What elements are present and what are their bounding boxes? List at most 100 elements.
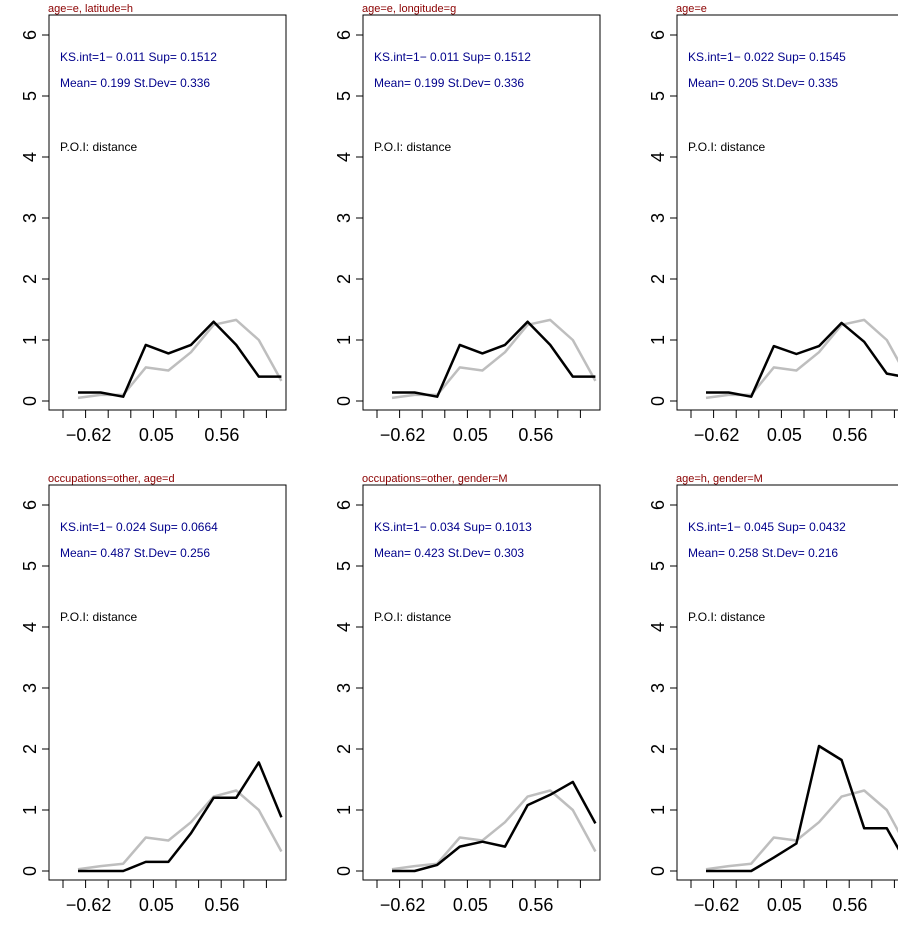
poi-text: P.O.I: distance (688, 140, 765, 154)
y-tick-label: 0 (20, 866, 40, 876)
mean-stat-text: Mean= 0.487 St.Dev= 0.256 (60, 546, 210, 560)
x-tick-label: 0.56 (204, 895, 239, 915)
plot-frame (362, 14, 601, 411)
y-tick-label: 3 (334, 213, 354, 223)
reference-density-line (705, 318, 898, 400)
ks-stat-text: KS.int=1− 0.022 Sup= 0.1545 (688, 50, 846, 64)
plot-frame (676, 484, 898, 881)
x-tick-label: 0.56 (832, 895, 867, 915)
ks-stat-text: KS.int=1− 0.034 Sup= 0.1013 (374, 520, 532, 534)
y-tick-label: 1 (334, 805, 354, 815)
x-tick-label: 0.05 (139, 425, 174, 445)
ks-stat-text: KS.int=1− 0.045 Sup= 0.0432 (688, 520, 846, 534)
x-tick-label: 0.56 (832, 425, 867, 445)
plot-frame (48, 14, 287, 411)
chart-panel-6: age=h, gender=M KS.int=1− 0.045 Sup= 0.04… (648, 473, 898, 915)
x-tick-label: 0.05 (767, 425, 802, 445)
y-tick-label: 1 (20, 335, 40, 345)
y-tick-label: 5 (648, 561, 668, 571)
y-tick-label: 0 (648, 866, 668, 876)
chart-panel-5: occupations=other, gender=M KS.int=1− 0.0… (334, 473, 601, 915)
y-tick-label: 5 (334, 91, 354, 101)
x-tick-label: 0.05 (767, 895, 802, 915)
y-tick-label: 2 (334, 274, 354, 284)
y-tick-label: 5 (648, 91, 668, 101)
x-tick-label: 0.05 (453, 425, 488, 445)
reference-density-line (391, 789, 597, 871)
panel-title: age=e (676, 3, 707, 15)
y-tick-label: 1 (648, 805, 668, 815)
y-tick-label: 0 (20, 396, 40, 406)
mean-stat-text: Mean= 0.199 St.Dev= 0.336 (374, 76, 524, 90)
observed-density-line (706, 744, 898, 873)
mean-stat-text: Mean= 0.205 St.Dev= 0.335 (688, 76, 838, 90)
y-tick-label: 2 (20, 274, 40, 284)
reference-density-line (705, 789, 898, 871)
x-tick-label: −0.62 (694, 425, 740, 445)
mean-stat-text: Mean= 0.199 St.Dev= 0.336 (60, 76, 210, 90)
observed-density-line (78, 320, 282, 398)
poi-text: P.O.I: distance (688, 610, 765, 624)
observed-density-line (706, 321, 898, 398)
poi-text: P.O.I: distance (60, 140, 137, 154)
chart-panel-2: age=e, longitude=g KS.int=1− 0.011 Sup= 0… (334, 3, 601, 445)
x-tick-label: −0.62 (380, 425, 426, 445)
y-tick-label: 4 (648, 622, 668, 632)
y-tick-label: 6 (334, 30, 354, 40)
ks-stat-text: KS.int=1− 0.024 Sup= 0.0664 (60, 520, 218, 534)
y-tick-label: 0 (334, 866, 354, 876)
y-tick-label: 4 (648, 152, 668, 162)
observed-density-line (78, 761, 283, 873)
y-tick-label: 6 (648, 500, 668, 510)
y-tick-label: 3 (20, 213, 40, 223)
x-tick-label: −0.62 (380, 895, 426, 915)
y-tick-label: 6 (20, 500, 40, 510)
chart-panel-4: occupations=other, age=d KS.int=1− 0.024 … (20, 473, 287, 915)
y-tick-label: 4 (334, 152, 354, 162)
x-tick-label: 0.56 (518, 425, 553, 445)
chart-panel-1: age=e, latitude=h KS.int=1− 0.011 Sup= 0.… (20, 3, 287, 445)
y-tick-label: 1 (648, 335, 668, 345)
plot-frame (676, 14, 898, 411)
y-tick-label: 1 (20, 805, 40, 815)
y-tick-label: 4 (20, 622, 40, 632)
y-tick-label: 3 (334, 683, 354, 693)
x-tick-label: 0.05 (453, 895, 488, 915)
y-tick-label: 2 (648, 744, 668, 754)
ks-stat-text: KS.int=1− 0.011 Sup= 0.1512 (374, 50, 531, 64)
mean-stat-text: Mean= 0.423 St.Dev= 0.303 (374, 546, 524, 560)
y-tick-label: 5 (334, 561, 354, 571)
poi-text: P.O.I: distance (374, 140, 451, 154)
panel-title: age=h, gender=M (676, 473, 763, 485)
x-tick-label: −0.62 (66, 425, 112, 445)
y-tick-label: 2 (334, 744, 354, 754)
y-tick-label: 6 (334, 500, 354, 510)
y-tick-label: 6 (20, 30, 40, 40)
x-tick-label: −0.62 (66, 895, 112, 915)
x-tick-label: −0.62 (694, 895, 740, 915)
chart-panel-3: age=e KS.int=1− 0.022 Sup= 0.1545 Mean= 0.… (648, 3, 898, 445)
observed-density-line (392, 320, 596, 398)
y-tick-label: 4 (334, 622, 354, 632)
x-tick-label: 0.56 (518, 895, 553, 915)
reference-density-line (77, 789, 283, 871)
x-tick-label: 0.05 (139, 895, 174, 915)
plot-frame (362, 484, 601, 881)
reference-density-line (391, 318, 597, 400)
y-tick-label: 1 (334, 335, 354, 345)
panel-title: age=e, latitude=h (48, 3, 133, 15)
y-tick-label: 0 (334, 396, 354, 406)
y-tick-label: 5 (20, 561, 40, 571)
y-tick-label: 2 (648, 274, 668, 284)
y-tick-label: 6 (648, 30, 668, 40)
panel-title: age=e, longitude=g (362, 3, 456, 15)
y-tick-label: 2 (20, 744, 40, 754)
observed-density-line (392, 780, 597, 873)
ks-stat-text: KS.int=1− 0.011 Sup= 0.1512 (60, 50, 217, 64)
y-tick-label: 0 (648, 396, 668, 406)
x-tick-label: 0.56 (204, 425, 239, 445)
plot-frame (48, 484, 287, 881)
mean-stat-text: Mean= 0.258 St.Dev= 0.216 (688, 546, 838, 560)
y-tick-label: 3 (648, 683, 668, 693)
